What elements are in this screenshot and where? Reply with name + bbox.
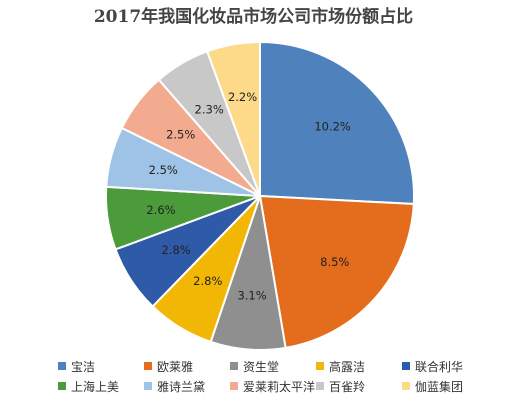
legend-swatch: [230, 362, 238, 370]
slice-data-label: 3.1%: [237, 288, 266, 302]
legend-label: 伽蓝集团: [415, 379, 464, 394]
legend-label: 宝洁: [71, 359, 96, 374]
pie-slice: [259, 40, 415, 206]
legend-row: 上海上美 雅诗兰黛 爱莱莉太平洋 百雀羚 伽蓝集团: [58, 376, 498, 396]
legend-swatch: [230, 382, 238, 390]
slice-data-label: 2.8%: [193, 274, 222, 288]
legend-swatch: [144, 362, 152, 370]
legend-swatch: [402, 362, 410, 370]
slice-data-label: 2.3%: [195, 102, 224, 116]
slice-data-label: 2.8%: [161, 243, 190, 257]
legend-row: 宝洁 欧莱雅 资生堂 高露洁 联合利华: [58, 356, 498, 376]
legend-item: 高露洁: [316, 358, 402, 375]
legend-label: 爱莱莉太平洋: [243, 379, 316, 394]
legend-swatch: [316, 362, 324, 370]
slice-data-label: 2.5%: [166, 127, 195, 141]
legend-swatch: [316, 382, 324, 390]
legend-label: 百雀羚: [329, 379, 366, 394]
legend-item: 资生堂: [230, 358, 316, 375]
legend-swatch: [402, 382, 410, 390]
slice-data-label: 8.5%: [320, 255, 349, 269]
legend-swatch: [58, 362, 66, 370]
pie-chart: 10.2%8.5%3.1%2.8%2.8%2.6%2.5%2.5%2.3%2.2…: [104, 40, 415, 351]
legend-item: 伽蓝集团: [402, 378, 488, 395]
legend-item: 联合利华: [402, 358, 488, 375]
pie-slice: [258, 194, 415, 350]
legend-label: 上海上美: [71, 379, 120, 394]
legend-label: 高露洁: [329, 359, 366, 374]
legend-item: 雅诗兰黛: [144, 378, 230, 395]
legend-item: 上海上美: [58, 378, 144, 395]
slice-data-label: 2.5%: [149, 163, 178, 177]
legend-swatch: [58, 382, 66, 390]
legend-item: 宝洁: [58, 358, 144, 375]
legend-label: 雅诗兰黛: [157, 379, 206, 394]
chart-title: 2017年我国化妆品市场公司市场份额占比: [93, 7, 414, 27]
legend-label: 资生堂: [243, 359, 280, 374]
slice-data-label: 2.2%: [228, 90, 257, 104]
legend-item: 欧莱雅: [144, 358, 230, 375]
legend-label: 欧莱雅: [157, 359, 194, 374]
pie-slice: [205, 40, 261, 197]
legend: 宝洁 欧莱雅 资生堂 高露洁 联合利华 上海上美 雅诗兰黛 爱莱莉太平洋 百雀羚…: [58, 356, 498, 396]
legend-item: 爱莱莉太平洋: [230, 378, 316, 395]
legend-label: 联合利华: [415, 359, 464, 374]
legend-item: 百雀羚: [316, 378, 402, 395]
slice-data-label: 2.6%: [146, 203, 175, 217]
legend-swatch: [144, 382, 152, 390]
slice-data-label: 10.2%: [314, 120, 351, 134]
